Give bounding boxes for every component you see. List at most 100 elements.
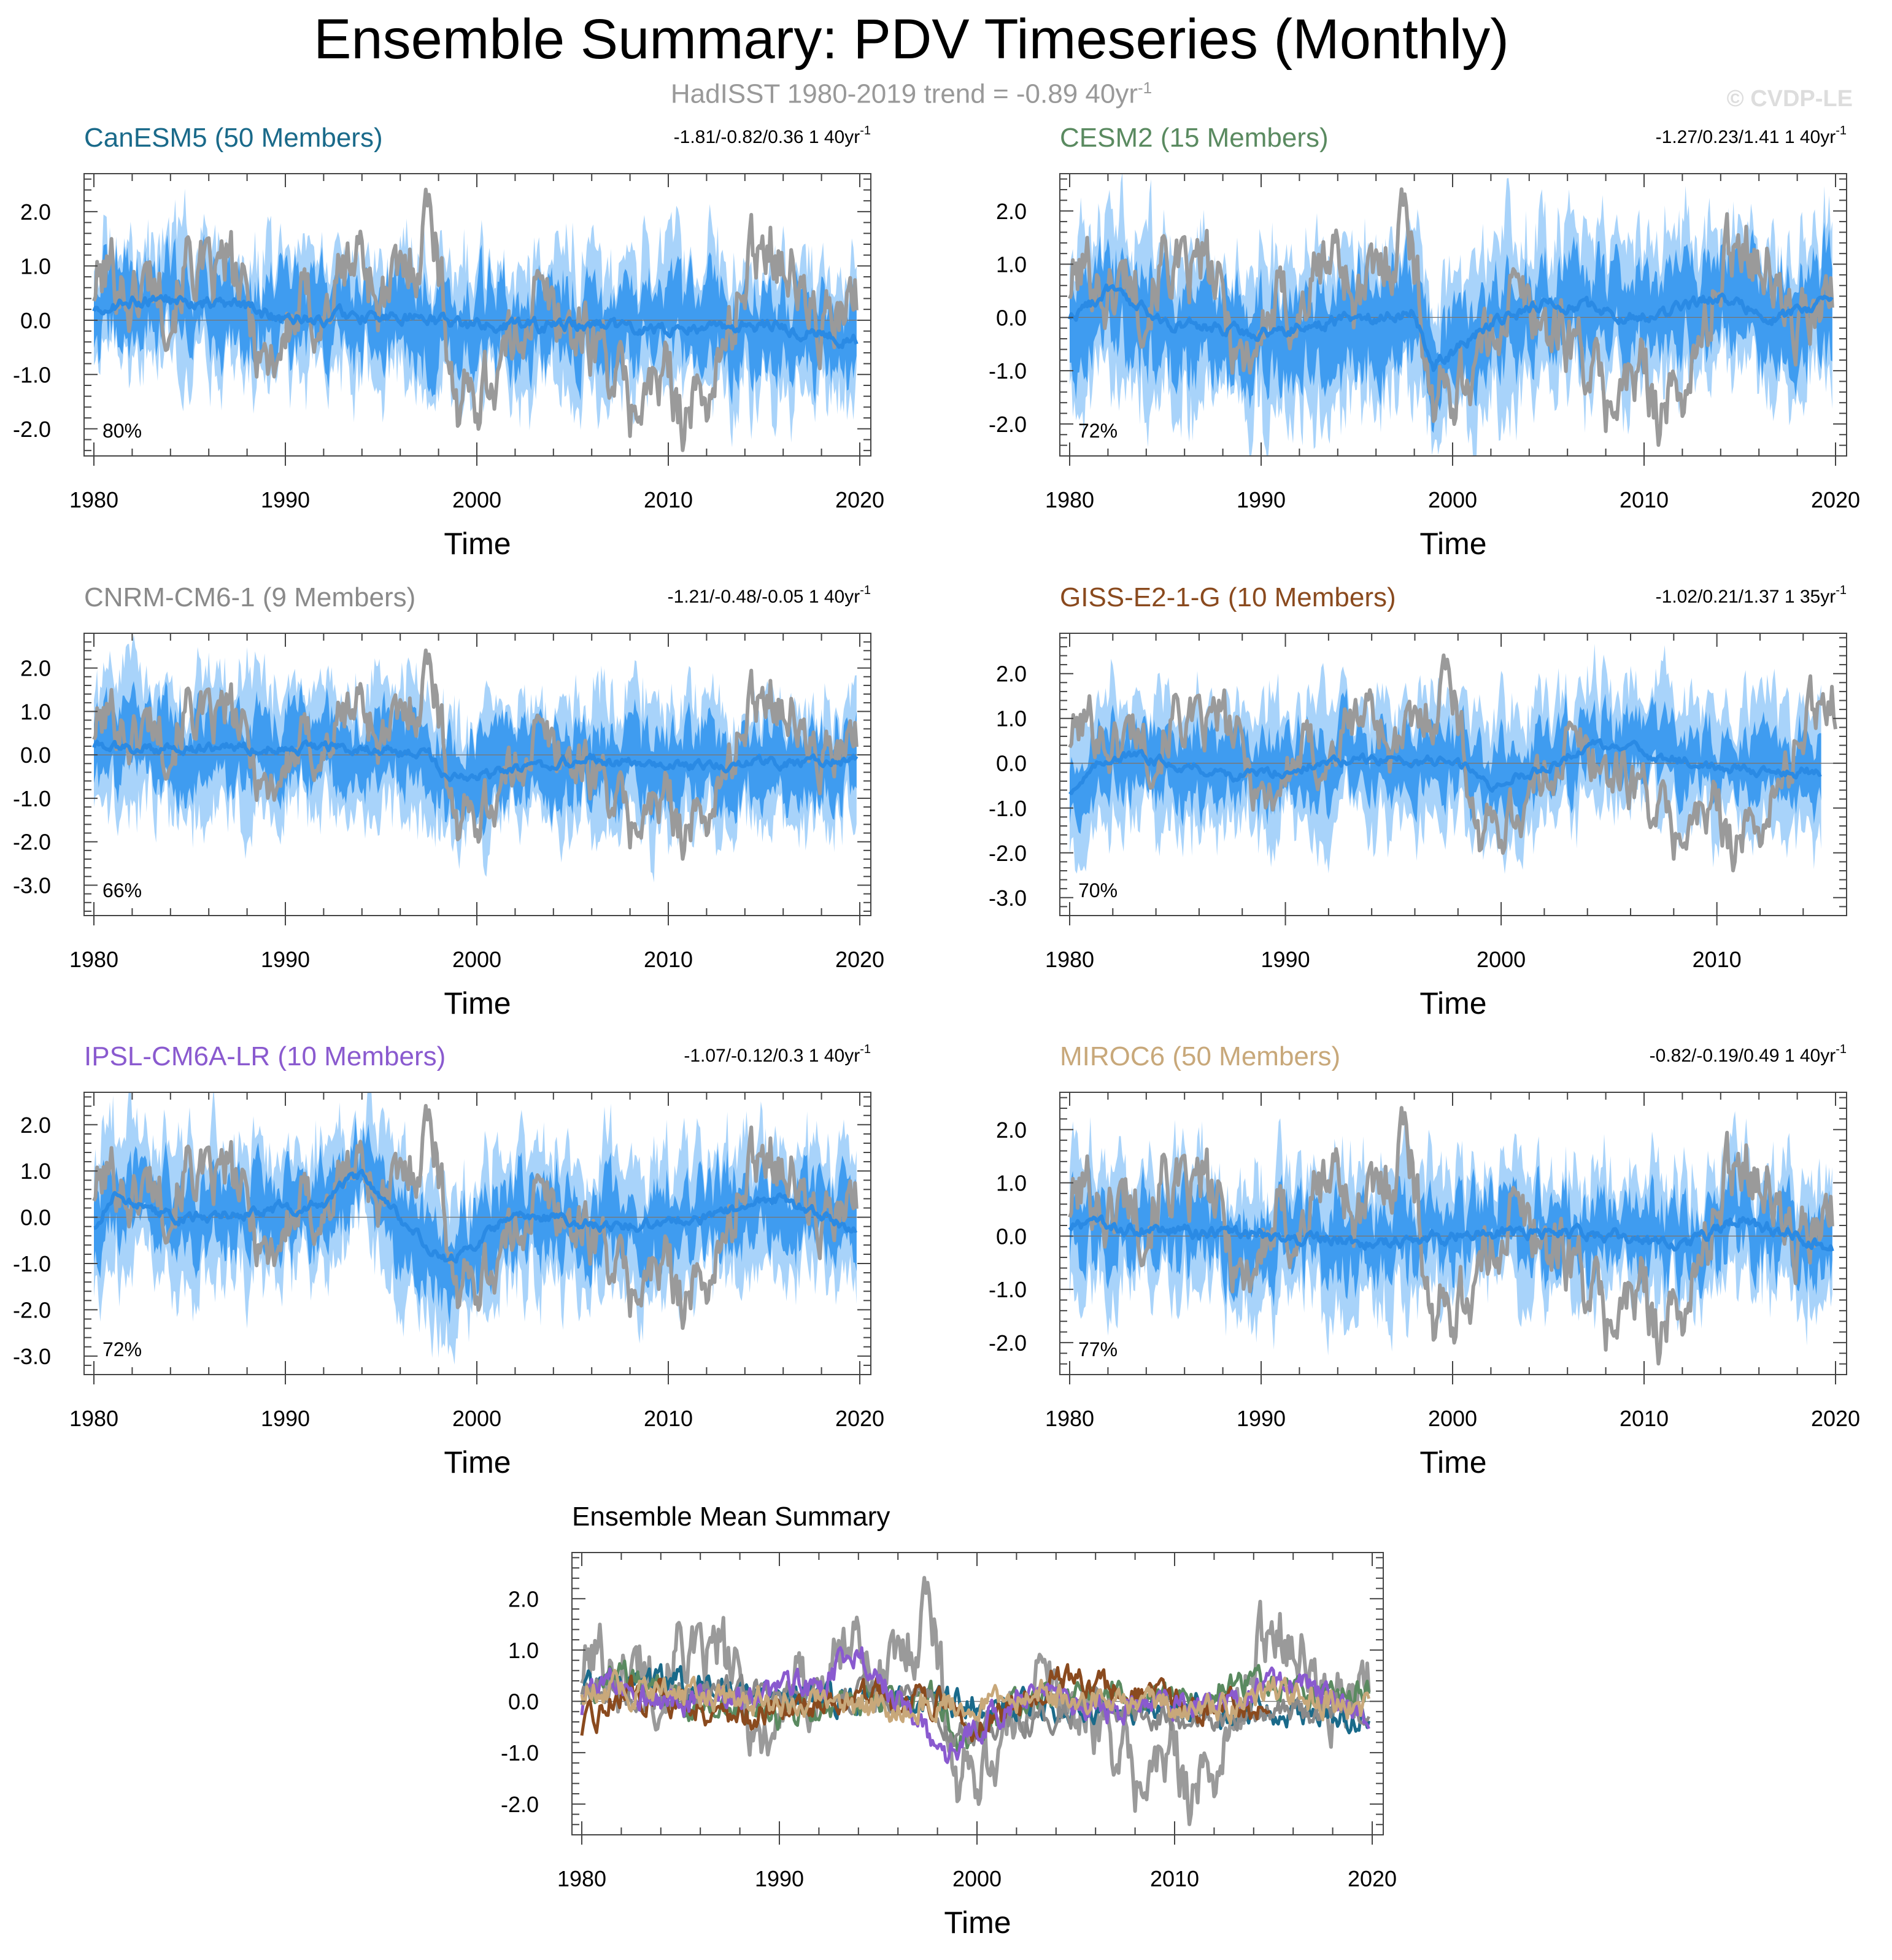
y-tick-label: 0.0 (996, 305, 1027, 330)
x-tick-label: 2000 (452, 1406, 501, 1431)
y-tick-label: 0.0 (996, 751, 1027, 776)
trend-label: -1.27/0.23/1.41 1 40yr-1 (1656, 124, 1847, 147)
x-tick-label: 2020 (835, 487, 884, 512)
y-tick-label: 0.0 (996, 1224, 1027, 1249)
panel-2: 1980 1990 2000 2010 2020 2.0 1.0 0.0 -1.0 -2.0 Tim… (989, 123, 1860, 561)
trend-label-sup: -1 (1836, 124, 1847, 137)
panel-title: CanESM5 (50 Members) (84, 123, 383, 153)
ensemble-mean-line (1068, 738, 1822, 795)
plot-area (1060, 644, 1847, 874)
panel-4: 1980 1990 2000 2010 2.0 1.0 0.0 -1.0 -2.0 -3.0 Tim… (989, 582, 1847, 1021)
x-tick-label: 1980 (1045, 947, 1094, 972)
x-tick-label: 1990 (261, 1406, 310, 1431)
trend-label-sup: -1 (860, 1043, 871, 1056)
y-tick-label: -1.0 (989, 796, 1027, 821)
panel-5: 1980 1990 2000 2010 2020 2.0 1.0 0.0 -1.0 -2.0 -3.… (13, 1041, 884, 1480)
x-tick-label: 2020 (1348, 1866, 1397, 1891)
x-tick-label: 1980 (69, 1406, 118, 1431)
ensemble-mean-line (1068, 283, 1834, 372)
obs-series-line (1068, 1106, 1834, 1366)
y-tick-label: 2.0 (508, 1586, 539, 1611)
x-tick-label: 1990 (755, 1866, 804, 1891)
obs-series-line (1068, 187, 1834, 447)
outer-spread-band (94, 635, 857, 882)
x-axis-label: Time (444, 527, 511, 561)
y-tick-label: 0.0 (20, 1205, 51, 1230)
y-tick-label: -2.0 (501, 1792, 539, 1817)
y-tick-label: 0.0 (20, 308, 51, 333)
x-axis-label: Time (944, 1905, 1011, 1940)
x-tick-label: 1990 (1237, 487, 1286, 512)
trend-label-sup: -1 (860, 584, 871, 597)
ensemble-mean-line (92, 739, 859, 782)
y-tick-label: -1.0 (13, 362, 51, 387)
x-tick-label: 1990 (261, 487, 310, 512)
y-tick-label: -2.0 (13, 417, 51, 442)
panel-title: CESM2 (15 Members) (1060, 123, 1329, 153)
panel-title: Ensemble Mean Summary (572, 1502, 890, 1532)
panel-6: 1980 1990 2000 2010 2020 2.0 1.0 0.0 -1.0 -2.0 Tim… (989, 1041, 1860, 1480)
x-axis-label: Time (1419, 986, 1486, 1021)
inner-spread-band (94, 1117, 857, 1325)
ensemble-mean-line (1068, 1214, 1834, 1252)
x-tick-label: 2010 (1150, 1866, 1199, 1891)
y-tick-label: -2.0 (13, 1297, 51, 1322)
trend-label: -0.82/-0.19/0.49 1 40yr-1 (1650, 1043, 1847, 1066)
trend-label: -1.07/-0.12/0.3 1 40yr-1 (684, 1043, 871, 1066)
y-tick-label: -1.0 (989, 358, 1027, 384)
panel-title: CNRM-CM6-1 (9 Members) (84, 582, 415, 612)
trend-label: -1.21/-0.48/-0.05 1 40yr-1 (668, 584, 871, 607)
x-tick-label: 2000 (952, 1866, 1002, 1891)
percent-label: 72% (1078, 420, 1118, 442)
y-tick-label: 0.0 (20, 743, 51, 768)
x-tick-label: 1980 (557, 1866, 606, 1891)
y-tick-label: -1.0 (989, 1277, 1027, 1302)
plot-area (572, 1576, 1383, 1826)
plot-area (1060, 174, 1847, 456)
y-tick-label: 1.0 (20, 253, 51, 279)
x-tick-label: 2000 (1428, 1406, 1477, 1431)
y-tick-label: -2.0 (13, 830, 51, 855)
main-title: Ensemble Summary: PDV Timeseries (Monthl… (314, 8, 1509, 71)
inner-spread-band (1070, 222, 1832, 433)
x-axis-label: Time (1419, 1445, 1486, 1480)
y-tick-label: -1.0 (13, 1251, 51, 1276)
y-tick-label: 1.0 (20, 699, 51, 724)
y-tick-label: 2.0 (996, 1117, 1027, 1143)
panel-title: IPSL-CM6A-LR (10 Members) (84, 1041, 446, 1071)
plot-area (84, 187, 871, 452)
plot-area (84, 1092, 871, 1365)
x-tick-label: 2020 (835, 947, 884, 972)
x-axis-label: Time (444, 986, 511, 1021)
y-tick-label: 1.0 (20, 1159, 51, 1184)
x-tick-label: 1990 (1261, 947, 1310, 972)
obs-series-line (92, 187, 859, 452)
series-line-giss-e2-1-g (580, 1663, 1271, 1743)
plot-area (84, 635, 871, 882)
y-tick-label: -2.0 (989, 841, 1027, 866)
x-tick-label: 1980 (69, 947, 118, 972)
copyright-notice: © CVDP-LE (1726, 86, 1853, 112)
x-tick-label: 2020 (835, 1406, 884, 1431)
obs-series-line (1068, 653, 1837, 873)
x-tick-label: 2000 (452, 487, 501, 512)
percent-label: 80% (102, 420, 142, 442)
series-line-miroc6 (580, 1669, 1370, 1726)
y-tick-label: 2.0 (20, 199, 51, 225)
y-tick-label: 1.0 (996, 1171, 1027, 1196)
y-tick-label: 2.0 (20, 1113, 51, 1138)
x-tick-label: 2020 (1811, 1406, 1860, 1431)
y-tick-label: -3.0 (13, 873, 51, 898)
x-tick-label: 1990 (261, 947, 310, 972)
y-tick-label: -3.0 (13, 1344, 51, 1369)
x-tick-label: 2010 (644, 947, 693, 972)
x-tick-label: 2020 (1811, 487, 1860, 512)
panel-3: 1980 1990 2000 2010 2020 2.0 1.0 0.0 -1.0 -2.0 -3.… (13, 582, 884, 1021)
y-tick-label: -2.0 (989, 412, 1027, 437)
trend-label: -1.81/-0.82/0.36 1 40yr-1 (674, 124, 871, 147)
ensemble-mean-line (92, 294, 859, 349)
x-tick-label: 2010 (1693, 947, 1742, 972)
panel-7: 1980 1990 2000 2010 2020 2.0 1.0 0.0 -1.0 -2.0 Tim… (501, 1502, 1397, 1940)
x-tick-label: 2000 (1428, 487, 1477, 512)
